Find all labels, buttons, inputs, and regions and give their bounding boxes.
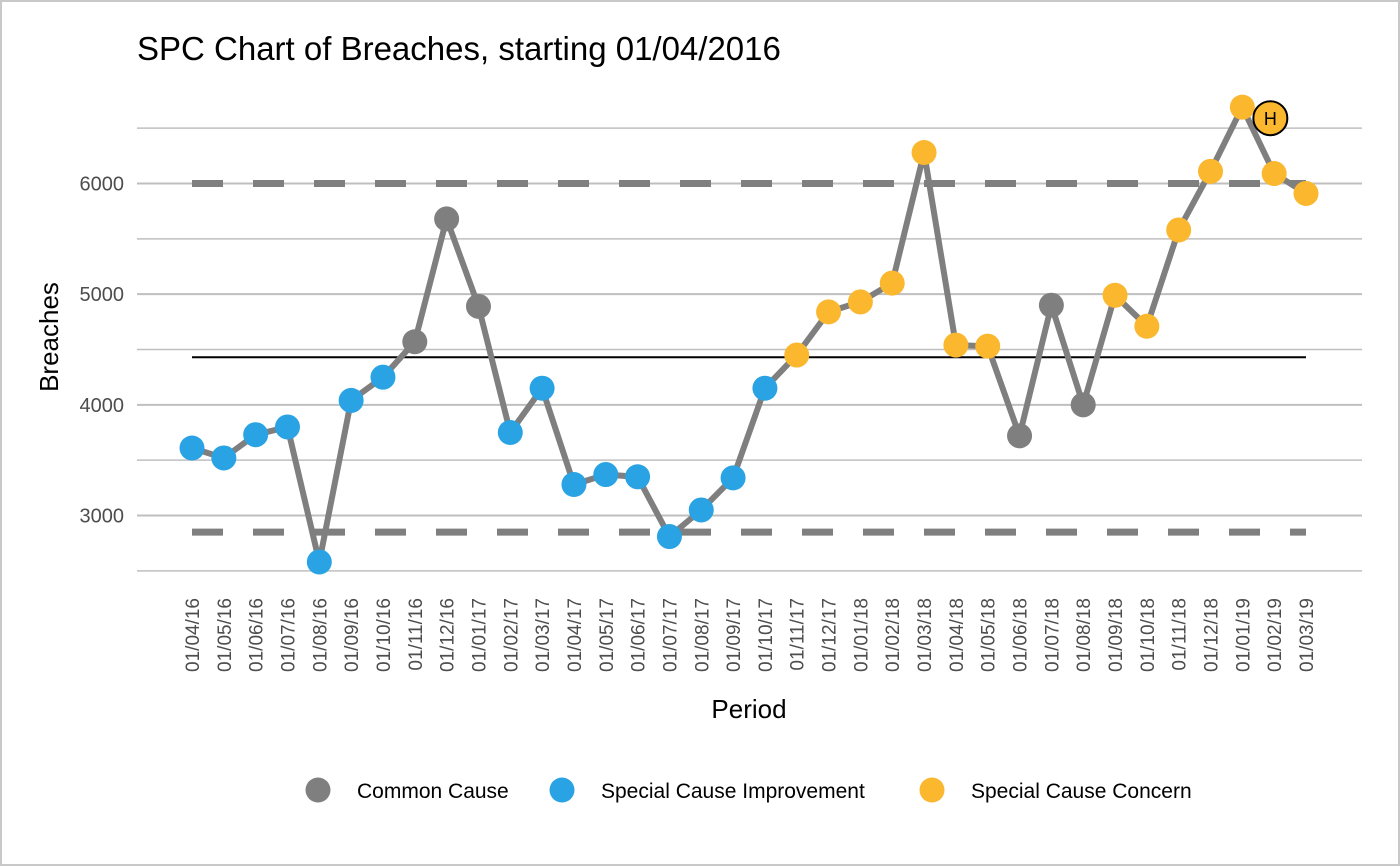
data-point (847, 289, 873, 315)
x-tick-label: 01/09/18 (1106, 598, 1127, 672)
data-point (1134, 313, 1160, 339)
x-tick-label: 01/12/16 (438, 598, 459, 672)
x-tick-label: 01/03/17 (533, 598, 554, 672)
data-point (211, 445, 237, 471)
data-point (975, 333, 1001, 359)
y-tick-label: 6000 (80, 174, 125, 196)
x-tick-label: 01/07/18 (1042, 598, 1063, 672)
data-point (306, 549, 332, 575)
high-marker-label: H (1264, 109, 1277, 129)
data-point (561, 472, 587, 498)
x-tick-label: 01/01/19 (1233, 598, 1254, 672)
data-point (879, 270, 905, 296)
data-point (274, 414, 300, 440)
x-tick-label: 01/03/19 (1297, 598, 1318, 672)
x-axis-label: Period (711, 694, 786, 724)
x-tick-label: 01/12/17 (820, 598, 841, 672)
data-point (1070, 392, 1096, 418)
data-point (625, 464, 651, 490)
data-point (370, 364, 396, 390)
x-tick-label: 01/11/16 (406, 598, 427, 671)
data-point (1166, 217, 1192, 243)
x-tick-label: 01/09/17 (724, 598, 745, 672)
data-point (179, 435, 205, 461)
data-point (1229, 94, 1255, 120)
legend-swatch-concern (919, 777, 945, 803)
data-point (656, 524, 682, 550)
high-marker (1252, 100, 1289, 137)
y-tick-label: 5000 (80, 284, 125, 306)
x-tick-label: 01/07/17 (660, 598, 681, 672)
x-tick-label: 01/02/18 (883, 598, 904, 672)
x-tick-label: 01/08/17 (692, 598, 713, 672)
x-tick-label: 01/11/17 (788, 598, 809, 671)
x-tick-label: 01/07/16 (278, 598, 299, 672)
x-tick-label: 01/05/18 (979, 598, 1000, 672)
x-tick-label: 01/06/17 (629, 598, 650, 672)
data-point (1293, 180, 1319, 206)
x-tick-label: 01/08/16 (310, 598, 331, 672)
legend-label-concern: Special Cause Concern (971, 780, 1192, 803)
x-tick-label: 01/10/16 (374, 598, 395, 672)
data-point (1038, 292, 1064, 318)
data-point (243, 422, 269, 448)
x-tick-label: 01/06/16 (247, 598, 268, 672)
data-point (434, 206, 460, 232)
data-point (784, 342, 810, 368)
data-point (1198, 158, 1224, 184)
data-point (1261, 161, 1287, 187)
data-point (465, 293, 491, 319)
data-point (816, 299, 842, 325)
x-tick-label: 01/02/17 (501, 598, 522, 672)
data-point (497, 420, 523, 445)
y-axis-label: Breaches (34, 282, 64, 392)
data-point (1007, 423, 1033, 449)
x-tick-label: 01/04/17 (565, 598, 586, 672)
x-tick-label: 01/05/17 (597, 598, 618, 672)
x-tick-label: 01/03/18 (915, 598, 936, 672)
x-tick-label: 01/01/17 (469, 598, 490, 672)
x-tick-label: 01/01/18 (851, 598, 872, 672)
y-tick-label: 4000 (80, 395, 125, 417)
legend-swatch-improvement (549, 777, 575, 803)
x-tick-label: 01/05/16 (215, 598, 236, 672)
legend-label-improvement: Special Cause Improvement (601, 780, 865, 803)
data-point (338, 387, 364, 413)
y-tick-label: 3000 (80, 506, 125, 528)
x-tick-label: 01/12/18 (1202, 598, 1223, 672)
data-point (529, 375, 555, 401)
x-tick-label: 01/04/16 (183, 598, 204, 672)
data-point (943, 332, 969, 358)
data-point (593, 462, 619, 488)
data-point (688, 497, 714, 523)
data-point (402, 329, 428, 355)
x-tick-label: 01/04/18 (947, 598, 968, 672)
x-tick-label: 01/06/18 (1011, 598, 1032, 672)
chart-title: SPC Chart of Breaches, starting 01/04/20… (137, 30, 781, 67)
x-tick-label: 01/11/18 (1170, 598, 1191, 671)
data-point (1102, 282, 1128, 308)
data-point (720, 465, 746, 491)
x-tick-label: 01/10/17 (756, 598, 777, 672)
legend-label-common: Common Cause (357, 780, 509, 803)
legend-swatch-common (305, 777, 331, 803)
x-tick-label: 01/08/18 (1074, 598, 1095, 672)
data-point (911, 140, 937, 166)
x-tick-label: 01/10/18 (1138, 598, 1159, 672)
x-tick-label: 01/09/16 (342, 598, 363, 672)
data-point (752, 375, 778, 401)
x-tick-label: 01/02/19 (1265, 598, 1286, 672)
